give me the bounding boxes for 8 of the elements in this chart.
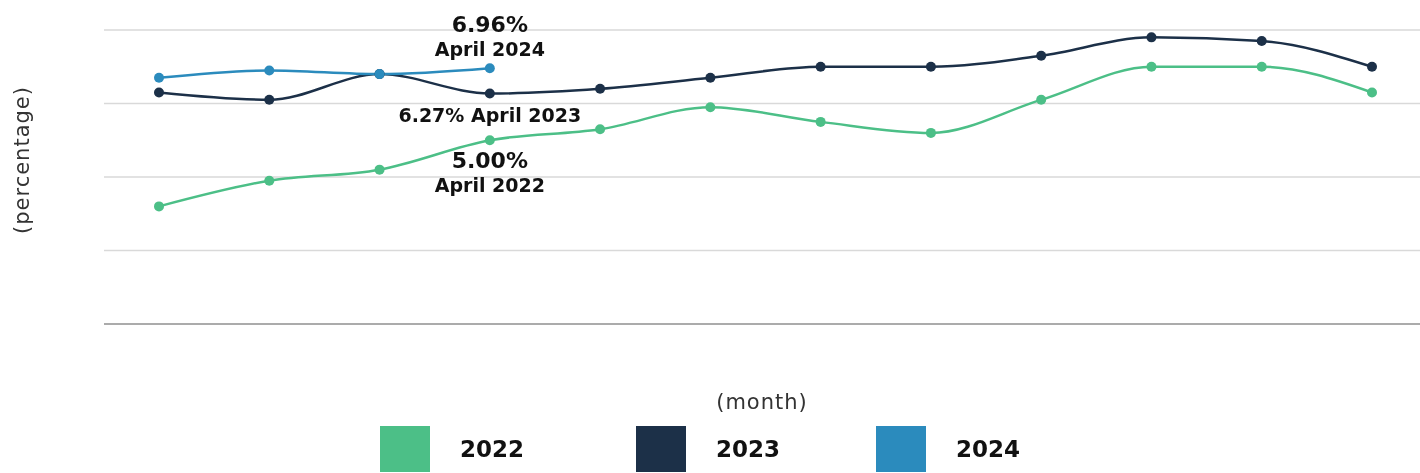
x-axis-title: (month)	[715, 390, 809, 414]
data-label: 5.00% April 2022	[434, 148, 545, 197]
data-label: 6.96% April 2024	[434, 12, 545, 61]
y-axis-title: (percentage)	[10, 86, 34, 234]
legend-label: 2022	[460, 436, 525, 462]
legend-label: 2023	[716, 436, 781, 462]
legend-label: 2024	[956, 436, 1021, 462]
data-label: 6.27% April 2023	[398, 103, 582, 126]
